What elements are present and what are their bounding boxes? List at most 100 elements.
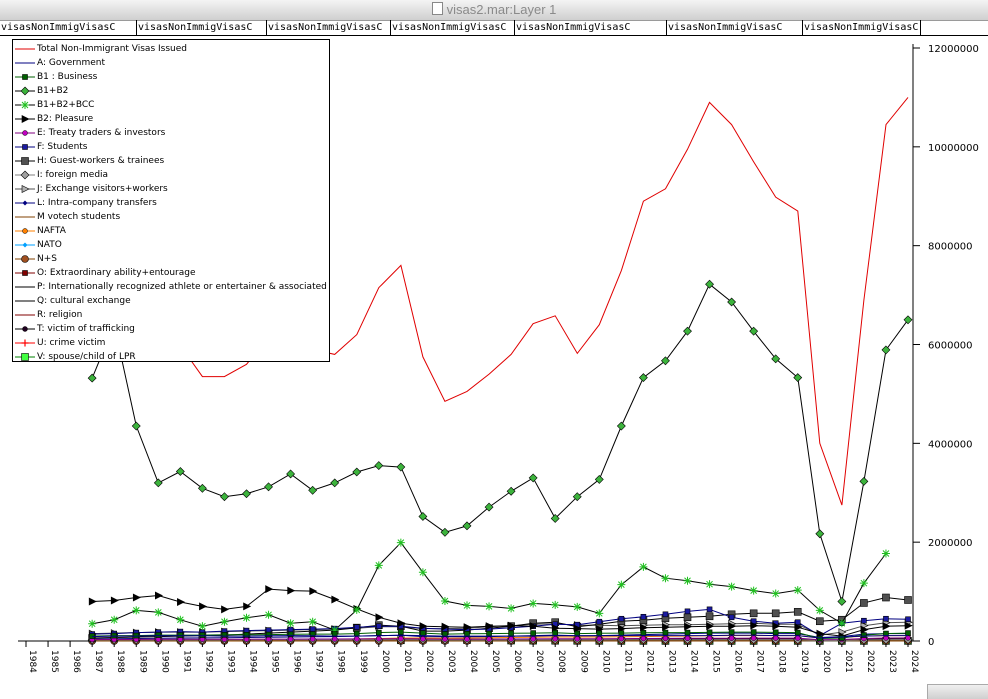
data-point: [529, 599, 538, 608]
data-point: [420, 630, 426, 636]
legend-label: L: Intra-company transfers: [37, 198, 157, 208]
data-point: [462, 521, 472, 531]
legend-item: Total Non-Immigrant Visas Issued: [13, 42, 329, 56]
series-line: [92, 637, 909, 641]
data-point: [528, 473, 538, 483]
data-point: [442, 636, 448, 642]
data-point: [331, 595, 340, 604]
data-point: [177, 632, 184, 638]
data-point: [837, 619, 846, 628]
data-point: [352, 605, 361, 614]
x-tick-label: 1994: [248, 650, 258, 673]
data-point: [199, 632, 206, 638]
legend-marker: [21, 101, 29, 109]
data-point: [815, 617, 824, 626]
legend-marker: [22, 270, 28, 276]
data-point: [375, 613, 384, 622]
data-point: [110, 596, 119, 605]
legend-label: M votech students: [37, 212, 121, 222]
data-point: [793, 608, 802, 616]
legend-item: NATO: [13, 238, 329, 252]
data-point: [728, 629, 735, 635]
data-point: [794, 619, 801, 626]
legend-marker: [21, 157, 29, 165]
data-point: [706, 635, 713, 641]
series-line: [92, 541, 887, 631]
data-point: [859, 579, 868, 588]
column-header[interactable]: visasNonImmigVisasC: [803, 20, 921, 35]
y-tick-label: 12000000: [928, 44, 979, 55]
legend-symbol: [15, 48, 35, 50]
data-point: [662, 629, 669, 636]
x-tick-label: 2023: [887, 650, 897, 673]
series-line: [92, 634, 908, 639]
x-tick-label: 1996: [292, 650, 302, 673]
column-header[interactable]: visasNonImmigVisasC: [515, 20, 667, 35]
y-tick-label: 2000000: [928, 538, 973, 549]
data-point: [705, 279, 714, 289]
data-point: [750, 621, 759, 630]
data-point: [552, 630, 559, 636]
data-point: [418, 512, 428, 521]
data-point: [352, 467, 362, 477]
legend-marker: [21, 185, 30, 193]
data-point: [727, 582, 736, 591]
x-tick-label: 2001: [402, 650, 412, 673]
legend-label: H: Guest-workers & trainees: [37, 156, 165, 166]
column-header[interactable]: visasNonImmigVisasC: [667, 20, 803, 35]
x-tick-label: 2013: [666, 650, 676, 673]
data-point: [463, 601, 471, 610]
data-point: [793, 373, 803, 383]
data-point: [506, 486, 516, 496]
legend-label: N+S: [37, 254, 57, 264]
x-tick-label: 1995: [270, 650, 280, 673]
data-point: [728, 622, 737, 631]
data-point: [418, 568, 427, 577]
series-line: [92, 608, 909, 637]
legend-label: NAFTA: [37, 226, 66, 236]
data-point: [594, 474, 604, 484]
legend-symbol: [15, 353, 35, 361]
resize-grip[interactable]: [927, 684, 988, 699]
data-point: [419, 622, 428, 631]
legend-item: B2: Pleasure: [13, 112, 329, 126]
data-point: [486, 630, 492, 637]
legend-label: R: religion: [37, 310, 83, 320]
legend-symbol: [15, 101, 35, 109]
data-point: [397, 619, 406, 628]
data-point: [264, 482, 273, 492]
x-tick-label: 1989: [137, 650, 147, 673]
column-header[interactable]: visasNonImmigVisasC: [267, 20, 391, 35]
data-point: [772, 635, 779, 641]
column-header[interactable]: visasNonImmigVisasC: [0, 20, 137, 35]
data-point: [861, 617, 867, 624]
data-point: [88, 597, 97, 606]
data-point: [684, 622, 693, 631]
column-header[interactable]: visasNonImmigVisasC: [137, 20, 267, 35]
data-point: [131, 421, 141, 431]
legend-item: N+S: [13, 252, 329, 266]
legend-symbol: [15, 200, 35, 206]
column-header[interactable]: visasNonImmigVisasC: [391, 20, 515, 35]
data-point: [309, 636, 316, 642]
x-tick-label: 2021: [843, 650, 853, 673]
legend-marker: [22, 326, 28, 332]
legend-label: Total Non-Immigrant Visas Issued: [37, 44, 187, 54]
data-point: [243, 602, 252, 611]
legend-label: F: Students: [37, 142, 88, 152]
x-tick-label: 2012: [644, 650, 654, 673]
data-point: [132, 593, 141, 602]
legend-marker: [20, 86, 30, 96]
data-point: [309, 631, 316, 637]
legend-symbol: [15, 185, 35, 193]
data-point: [154, 608, 163, 617]
data-point: [287, 636, 294, 642]
data-point: [286, 619, 295, 628]
legend-symbol: [15, 130, 35, 136]
data-point: [530, 630, 536, 636]
data-point: [155, 591, 163, 600]
data-point: [220, 492, 229, 502]
y-tick-label: 10000000: [928, 143, 979, 154]
data-point: [596, 630, 603, 637]
series-line: [92, 639, 908, 641]
